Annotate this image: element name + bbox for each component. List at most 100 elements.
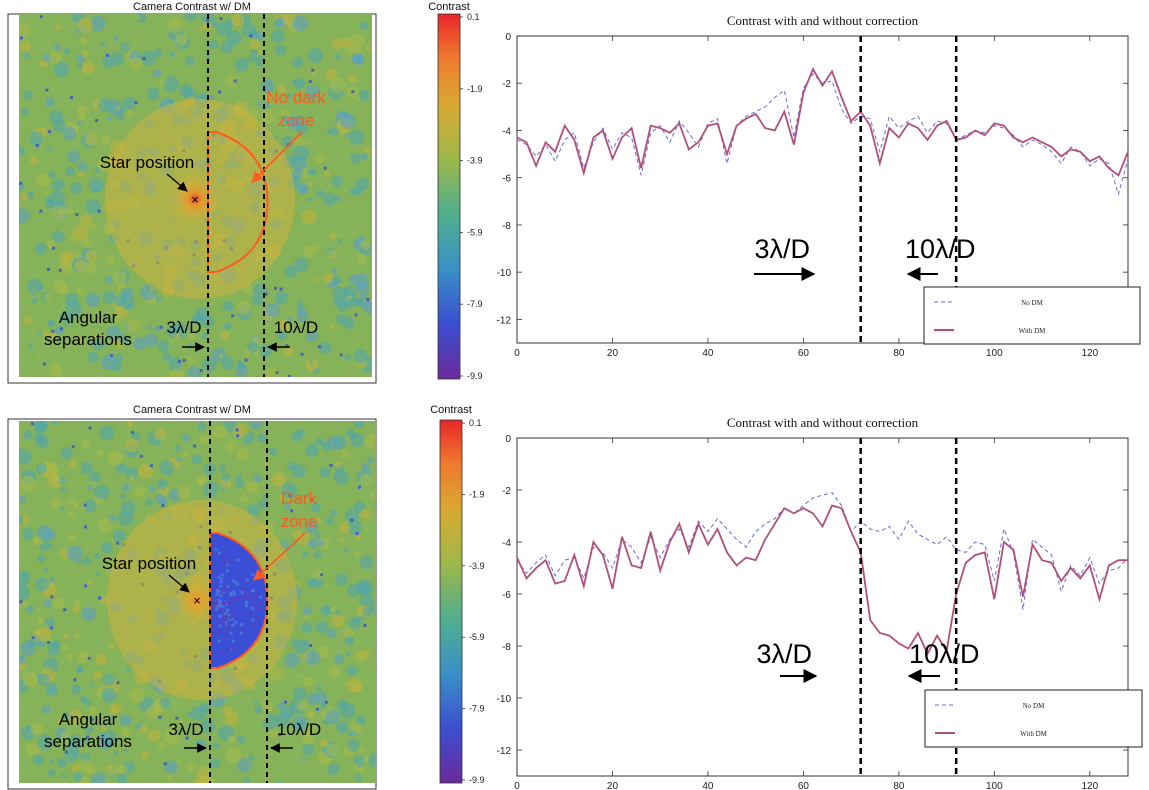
x-tick-label: 120 [1081, 348, 1098, 359]
legend-box [924, 689, 1143, 748]
camera-image-panel: Camera Contrast w/ DM × Star position Dark z… [7, 404, 377, 790]
panel-1: Camera Contrast w/ DM × Star position No da… [7, 1, 1141, 384]
y-tick-label: 0 [505, 32, 511, 43]
colorbar-tick-label: -1.9 [469, 489, 485, 499]
colorbar-tick-label: -3.9 [467, 156, 483, 166]
chart-title: Contrast with and without correction [727, 13, 919, 28]
colorbar-tick-label: -7.9 [467, 299, 483, 309]
camera-label-3: 3λ/D [167, 318, 202, 337]
series-with-dm-line [516, 504, 1128, 656]
x-tick-label: 120 [1081, 781, 1098, 790]
y-tick-label: -4 [502, 126, 511, 137]
camera-heatmap [19, 14, 372, 377]
colorbar-title: Contrast [430, 404, 472, 416]
panel-2: Camera Contrast w/ DM × Star position Dark z… [7, 404, 1143, 790]
chart-legend: No DM With DM [923, 286, 1141, 345]
y-tick-label: -8 [502, 642, 511, 653]
x-tick-label: 0 [514, 781, 520, 790]
series-no-dm-line [516, 73, 1129, 196]
zone-outline [207, 131, 269, 273]
zone-label-line1: No dark [266, 88, 326, 107]
colorbar-tick-label: -3.9 [469, 561, 485, 571]
colorbar-tick-label: -5.9 [469, 632, 485, 642]
angular-label-line2: separations [44, 330, 132, 349]
star-label: Star position [100, 153, 195, 172]
camera-label-10: 10λ/D [274, 318, 318, 337]
camera-image-panel: Camera Contrast w/ DM × Star position No da… [7, 1, 377, 384]
colorbar-title: Contrast [428, 1, 470, 13]
colorbar-gradient [437, 13, 461, 380]
y-tick-label: -10 [497, 694, 512, 705]
zone-label-line2: zone [281, 512, 318, 531]
x-tick-label: 100 [986, 348, 1003, 359]
y-tick-label: -4 [502, 538, 511, 549]
series-no-dm-line [516, 492, 1129, 610]
x-tick-label: 40 [702, 348, 714, 359]
star-marker: × [193, 593, 201, 608]
legend-label: No DM [1021, 299, 1043, 307]
colorbar-tick-label: -5.9 [467, 227, 483, 237]
chart-legend: No DM With DM [924, 689, 1143, 748]
angular-label-line1: Angular [59, 710, 118, 729]
dark-zone-region [210, 533, 268, 668]
colorbar-tick-label: 0.1 [467, 12, 480, 22]
camera-heatmap [19, 421, 375, 783]
chart-label-10: 10λ/D [909, 639, 980, 669]
colorbar-tick-label: -9.9 [469, 775, 485, 785]
zone-label-line1: Dark [281, 489, 317, 508]
y-tick-label: -8 [502, 221, 511, 232]
y-tick-label: -2 [502, 79, 511, 90]
zone-arrow [253, 532, 306, 581]
legend-label: With DM [1020, 730, 1048, 738]
star-label: Star position [102, 554, 197, 573]
legend-box [923, 286, 1141, 345]
contrast-chart: Contrast with and without correction 0 20 4… [497, 13, 1141, 359]
camera-title: Camera Contrast w/ DM [133, 1, 251, 13]
zone-arrow [251, 131, 303, 183]
legend-label: With DM [1019, 327, 1047, 335]
x-tick-label: 100 [986, 781, 1003, 790]
colorbar-gradient [439, 419, 463, 784]
chart-title: Contrast with and without correction [727, 415, 919, 430]
contrast-chart: Contrast with and without correction 0 20 4… [497, 415, 1143, 790]
chart-label-10: 10λ/D [905, 234, 976, 264]
y-tick-label: -6 [502, 590, 511, 601]
camera-label-3: 3λ/D [169, 720, 204, 739]
camera-label-10: 10λ/D [277, 720, 321, 739]
colorbar: Contrast 0.1 -1.9 -3.9 -5.9 -7.9 -9.9 [430, 404, 484, 785]
colorbar-tick-label: -7.9 [469, 704, 485, 714]
angular-label: Angular separations [44, 308, 132, 349]
zone-outline [209, 532, 269, 669]
star-arrow [166, 173, 188, 192]
colorbar-tick-label: 0.1 [469, 418, 482, 428]
x-tick-label: 60 [798, 348, 810, 359]
star-marker: × [191, 192, 199, 207]
y-tick-label: 0 [505, 434, 511, 445]
x-tick-label: 80 [893, 348, 905, 359]
x-tick-label: 40 [702, 781, 714, 790]
y-tick-label: -6 [502, 174, 511, 185]
y-tick-label: -2 [502, 486, 511, 497]
zone-label-line2: zone [278, 111, 315, 130]
zone-label: No dark zone [266, 88, 326, 130]
y-tick-label: -12 [497, 746, 512, 757]
chart-label-3: 3λ/D [754, 234, 810, 264]
x-tick-label: 0 [514, 348, 520, 359]
colorbar-tick-label: -1.9 [467, 84, 483, 94]
x-tick-label: 60 [798, 781, 810, 790]
star-arrow [168, 574, 190, 593]
series-with-dm-line [516, 67, 1129, 177]
legend-label: No DM [1023, 702, 1045, 710]
angular-label: Angular separations [44, 710, 132, 751]
x-tick-label: 80 [893, 781, 905, 790]
chart-label-3: 3λ/D [756, 639, 812, 669]
zone-label: Dark zone [281, 489, 318, 531]
angular-label-line2: separations [44, 732, 132, 751]
y-tick-label: -10 [497, 268, 512, 279]
colorbar-tick-label: -9.9 [467, 371, 483, 381]
y-tick-label: -12 [497, 315, 512, 326]
angular-label-line1: Angular [59, 308, 118, 327]
camera-title: Camera Contrast w/ DM [133, 404, 251, 416]
